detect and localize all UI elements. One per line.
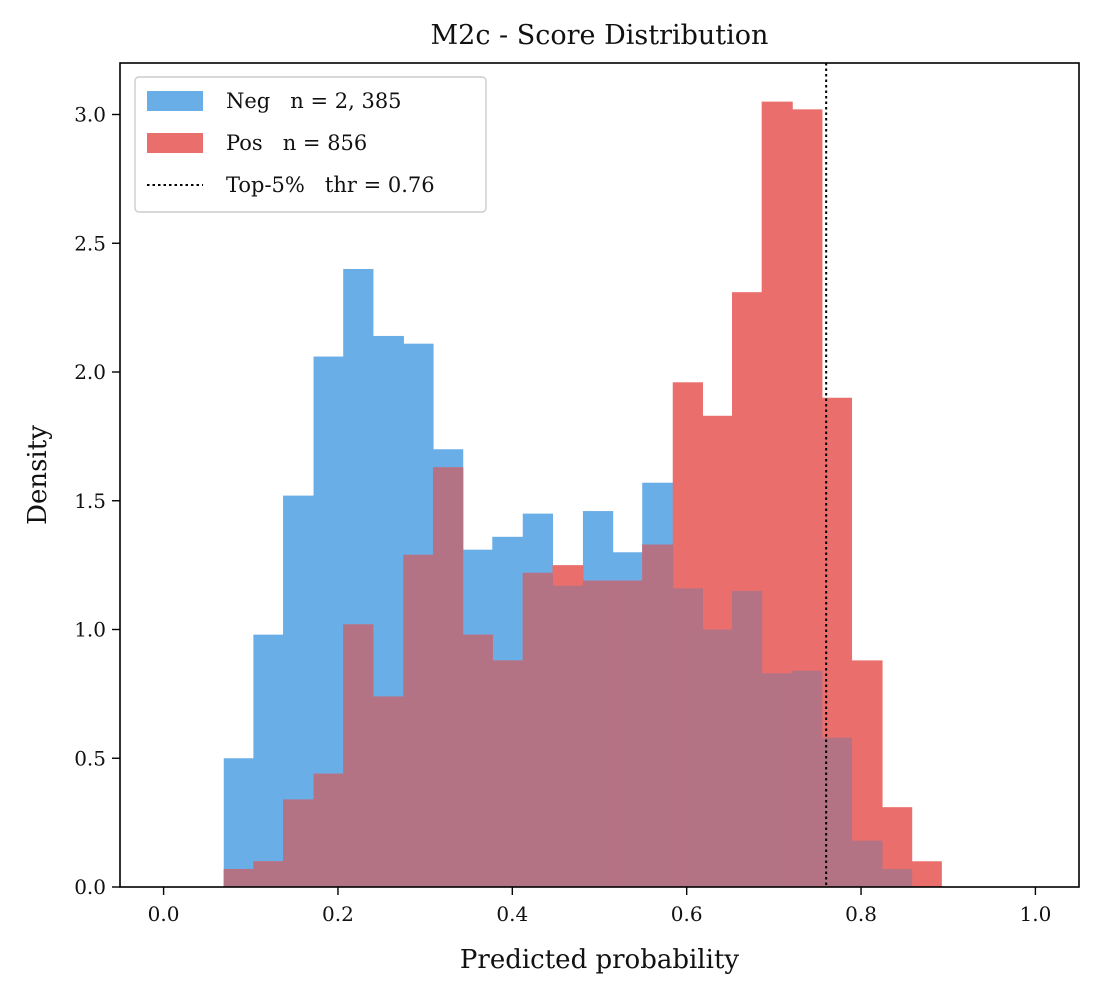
x-tick-label: 0.6 xyxy=(671,902,703,926)
overlap-bar xyxy=(313,773,344,887)
overlap-bar xyxy=(792,670,823,887)
y-tick-label: 3.0 xyxy=(74,103,106,127)
legend-label-pos: Pos n = 856 xyxy=(226,131,367,155)
overlap-bar xyxy=(582,580,614,887)
plot-frame xyxy=(119,62,1080,888)
neg-bar xyxy=(223,758,254,887)
y-tick-label: 2.5 xyxy=(74,231,106,255)
overlap-bar xyxy=(761,673,793,887)
overlap-bar xyxy=(283,799,315,887)
overlap-bar xyxy=(223,868,254,887)
overlap-bar xyxy=(642,544,674,887)
overlap-bar xyxy=(462,634,493,887)
overlap-bar xyxy=(612,580,643,887)
overlap-bar xyxy=(403,554,434,887)
y-axis-label: Density xyxy=(23,425,53,525)
x-tick-label: 0.8 xyxy=(845,902,877,926)
x-tick-label: 0.4 xyxy=(496,902,528,926)
y-axis-ticks: 0.0 0.5 1.0 1.5 2.0 2.5 3.0 xyxy=(74,103,120,899)
legend-label-threshold: Top-5% thr = 0.76 xyxy=(226,173,435,197)
chart-title: M2c - Score Distribution xyxy=(431,20,769,51)
legend-swatch-neg xyxy=(147,91,203,111)
y-tick-label: 0.5 xyxy=(74,746,106,770)
overlap-bar xyxy=(492,660,524,887)
legend-swatch-pos xyxy=(147,133,203,153)
x-axis-label: Predicted probability xyxy=(460,945,739,975)
overlap-bar xyxy=(552,585,584,887)
overlap-bar xyxy=(851,840,883,887)
overlap-bar xyxy=(522,572,554,887)
overlap-bar xyxy=(672,588,703,887)
y-tick-label: 0.0 xyxy=(74,875,106,899)
legend: Neg n = 2, 385 Pos n = 856 Top-5% thr = … xyxy=(134,76,487,213)
overlap-bar xyxy=(432,467,464,887)
x-axis-ticks: 0.0 0.2 0.4 0.6 0.8 1.0 xyxy=(148,887,1052,926)
overlap-bar xyxy=(343,624,374,887)
y-tick-label: 1.0 xyxy=(74,618,106,642)
pos-bar xyxy=(911,861,942,887)
overlap-bar xyxy=(732,590,763,887)
x-tick-label: 0.2 xyxy=(322,902,354,926)
y-tick-label: 2.0 xyxy=(74,360,106,384)
x-tick-label: 1.0 xyxy=(1020,902,1052,926)
neg-bar xyxy=(253,634,284,887)
legend-box xyxy=(134,76,487,213)
overlap-bar xyxy=(881,868,913,887)
legend-label-neg: Neg n = 2, 385 xyxy=(226,89,402,113)
overlap-bar xyxy=(253,861,284,887)
y-tick-label: 1.5 xyxy=(74,489,106,513)
overlap-bar xyxy=(702,629,733,887)
x-tick-label: 0.0 xyxy=(148,902,180,926)
overlap-bar xyxy=(372,696,404,887)
